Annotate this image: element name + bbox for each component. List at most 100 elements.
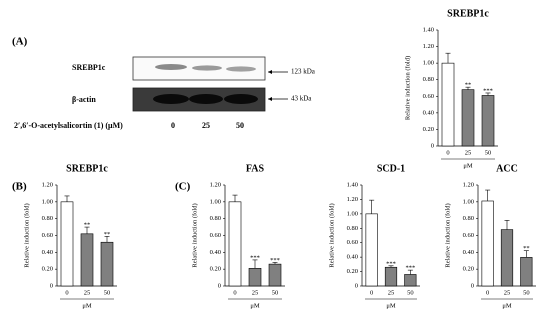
y-tick-label: 0.60 <box>210 232 221 239</box>
bar <box>481 200 494 287</box>
x-axis-label: μM <box>386 302 395 309</box>
bar <box>228 201 242 287</box>
y-tick-label: 0.60 <box>463 232 474 239</box>
y-tick-label: 1.00 <box>463 198 474 205</box>
y-tick-label: 0.20 <box>347 268 358 275</box>
significance-label: *** <box>270 257 280 264</box>
chart-title: ACC <box>496 163 518 174</box>
blot-band <box>153 94 189 104</box>
blot-row-label: β-actin <box>72 95 96 104</box>
bar <box>100 241 114 287</box>
x-tick-label: 0 <box>233 289 236 296</box>
y-tick-label: 0 <box>50 282 53 289</box>
y-tick-label: 1.20 <box>42 181 53 188</box>
bar <box>461 89 475 147</box>
significance-label: ** <box>465 82 472 89</box>
y-tick-label: 1.00 <box>423 60 434 67</box>
dose-label: 25 <box>202 121 210 130</box>
x-tick-label: 25 <box>504 289 511 296</box>
x-axis-label: μM <box>250 302 259 309</box>
y-axis-label: Relative induction (fold) <box>328 203 335 267</box>
x-tick-label: 0 <box>65 289 68 296</box>
significance-label: *** <box>483 87 493 94</box>
y-tick-label: 0 <box>431 142 434 149</box>
blot-band <box>192 65 222 71</box>
blot-band <box>189 94 223 104</box>
significance-label: ** <box>104 231 111 238</box>
y-tick-label: 0.20 <box>463 266 474 273</box>
y-tick-label: 0.80 <box>423 76 434 83</box>
blot-band <box>224 94 258 104</box>
y-tick-label: 1.00 <box>347 210 358 217</box>
y-tick-label: 0 <box>218 282 221 289</box>
x-tick-label: 25 <box>84 289 91 296</box>
y-tick-label: 0.40 <box>210 249 221 256</box>
y-tick-label: 1.40 <box>423 26 434 33</box>
panel-label: (A) <box>12 36 28 48</box>
x-tick-label: 50 <box>485 149 492 156</box>
y-tick-label: 1.00 <box>210 198 221 205</box>
kda-label: 123 kDa <box>291 68 316 76</box>
y-tick-label: 0.60 <box>347 239 358 246</box>
x-tick-label: 25 <box>252 289 259 296</box>
significance-label: *** <box>405 265 415 272</box>
bar <box>481 95 495 147</box>
dose-label: 0 <box>171 121 175 130</box>
y-tick-label: 0.40 <box>423 109 434 116</box>
x-tick-label: 0 <box>486 289 489 296</box>
panel-label: (B) <box>12 181 27 193</box>
bar <box>60 201 74 287</box>
bar <box>80 233 94 287</box>
arrow-head <box>268 70 272 74</box>
chart-title: SCD-1 <box>377 163 405 174</box>
significance-label: ** <box>523 245 530 252</box>
y-tick-label: 1.00 <box>42 198 53 205</box>
x-tick-label: 25 <box>388 289 395 296</box>
y-tick-label: 0.40 <box>463 249 474 256</box>
bar <box>441 62 455 147</box>
x-tick-label: 0 <box>446 149 449 156</box>
x-axis-label: μM <box>82 302 91 309</box>
x-tick-label: 50 <box>523 289 530 296</box>
y-tick-label: 0.20 <box>42 266 53 273</box>
bar <box>248 268 262 287</box>
bar <box>268 263 282 287</box>
y-tick-label: 0.20 <box>423 126 434 133</box>
y-tick-label: 1.40 <box>347 181 358 188</box>
chart-title: SREBP1c <box>447 8 489 19</box>
y-tick-label: 0.40 <box>347 254 358 261</box>
bar <box>404 274 417 287</box>
y-tick-label: 1.20 <box>347 196 358 203</box>
x-tick-label: 25 <box>465 149 472 156</box>
significance-label: *** <box>386 260 396 267</box>
blot-band <box>155 64 187 70</box>
y-tick-label: 0 <box>355 282 358 289</box>
y-tick-label: 1.20 <box>463 181 474 188</box>
y-axis-label: Relative induction (fold) <box>404 56 411 120</box>
y-tick-label: 1.20 <box>210 181 221 188</box>
chart-title: SREBP1c <box>66 163 108 174</box>
treatment-label: 2′,6′-O-acetylsalicortin (1) (μM) <box>14 121 123 130</box>
x-tick-label: 0 <box>370 289 373 296</box>
y-tick-label: 0.80 <box>42 215 53 222</box>
bar <box>365 213 378 287</box>
x-tick-label: 50 <box>104 289 111 296</box>
blot-band <box>226 66 256 72</box>
bar <box>384 266 398 287</box>
panel-label: (C) <box>175 181 191 193</box>
bar <box>520 257 533 287</box>
dose-label: 50 <box>236 121 244 130</box>
arrow-head <box>268 97 272 101</box>
y-tick-label: 0.60 <box>42 232 53 239</box>
y-tick-label: 1.20 <box>423 43 434 50</box>
y-tick-label: 0 <box>471 282 474 289</box>
blot-row-label: SREBP1c <box>72 63 106 72</box>
y-axis-label: Relative induction (fold) <box>444 203 451 267</box>
y-axis-label: Relative induction (fold) <box>23 203 30 267</box>
significance-label: ** <box>84 222 91 229</box>
y-tick-label: 0.40 <box>42 249 53 256</box>
y-tick-label: 0.20 <box>210 266 221 273</box>
y-axis-label: Relative induction (fold) <box>191 203 198 267</box>
bar <box>500 229 514 287</box>
